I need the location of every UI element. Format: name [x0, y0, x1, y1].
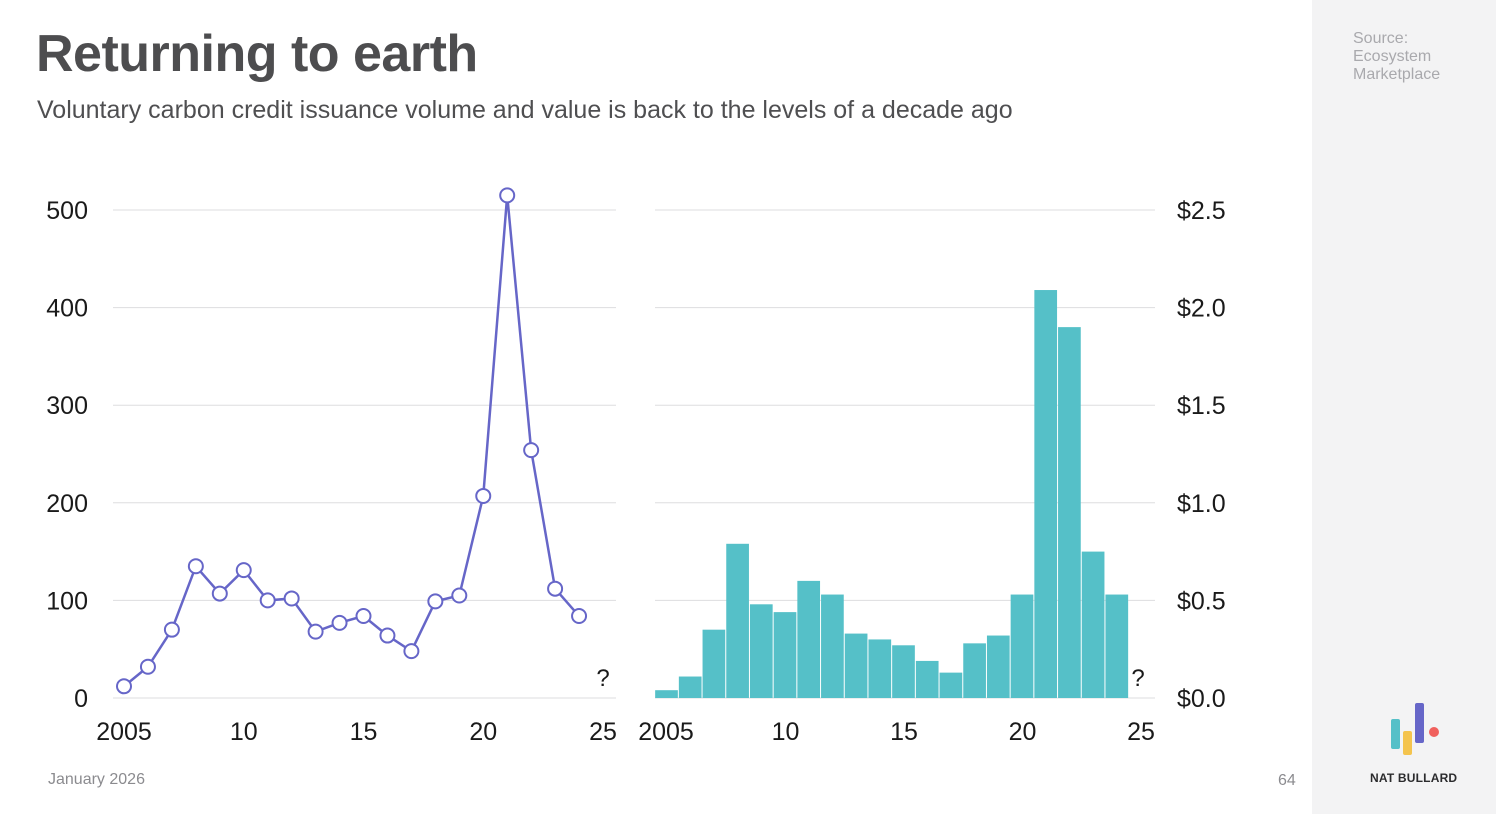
volume-point-2024 — [571, 608, 588, 625]
left-x-tick-label: 15 — [350, 718, 378, 746]
right-unknown-marker: ? — [1131, 665, 1144, 692]
page-subtitle: Voluntary carbon credit issuance volume … — [37, 96, 1013, 124]
left-y-tick-label: 400 — [46, 295, 88, 323]
volume-point-2016 — [379, 627, 396, 644]
left-y-tick-label: 100 — [46, 587, 88, 615]
left-y-tick-label: 500 — [46, 197, 88, 225]
value-bar-2009 — [749, 604, 773, 698]
right-y-tick-label: $1.5 — [1177, 392, 1226, 420]
value-bar-2020 — [1010, 594, 1034, 698]
value-bar-2015 — [892, 645, 915, 698]
volume-point-2014 — [331, 614, 348, 631]
right-y-tick-label: $2.5 — [1177, 197, 1226, 225]
left-y-tick-label: 200 — [46, 490, 88, 518]
value-bar-2011 — [797, 580, 821, 698]
left-unknown-marker: ? — [596, 665, 609, 692]
volume-point-2013 — [307, 623, 324, 640]
right-x-tick-label: 10 — [772, 718, 800, 746]
footer-date: January 2026 — [48, 771, 145, 788]
right-y-tick-label: $2.0 — [1177, 295, 1226, 323]
volume-point-2008 — [187, 558, 204, 575]
right-y-tick-label: $1.0 — [1177, 490, 1226, 518]
volume-point-2010 — [235, 562, 252, 579]
volume-point-2020 — [475, 487, 492, 504]
volume-point-2023 — [547, 580, 564, 597]
value-bar-2012 — [821, 594, 844, 698]
value-bar-2010 — [773, 612, 797, 698]
volume-point-2017 — [403, 643, 420, 660]
right-y-tick-label: $0.0 — [1177, 685, 1226, 713]
value-bar-2013 — [844, 633, 868, 698]
value-bar-2016 — [915, 660, 939, 698]
volume-point-2005 — [116, 678, 132, 695]
value-bar-2022 — [1058, 327, 1081, 698]
value-bar-2007 — [702, 629, 726, 698]
right-x-tick-label: 15 — [890, 718, 918, 746]
value-bar-2019 — [986, 635, 1010, 698]
left-y-tick-label: 300 — [46, 392, 88, 420]
volume-point-2019 — [451, 587, 468, 604]
right-x-tick-label: 25 — [1127, 718, 1155, 746]
right-x-tick-label: 20 — [1009, 718, 1037, 746]
sidebar-panel — [1312, 0, 1496, 814]
value-bar-2023 — [1081, 551, 1105, 698]
value-bar-2014 — [868, 639, 892, 698]
value-bar-2017 — [939, 672, 963, 698]
left-y-tick-label: 0 — [74, 685, 88, 713]
volume-point-2006 — [139, 658, 156, 675]
brand-logo-icon — [1391, 703, 1439, 755]
right-y-tick-label: $0.5 — [1177, 587, 1226, 615]
value-bar-2005 — [655, 690, 678, 698]
left-x-tick-label: 2005 — [96, 718, 152, 746]
value-bar-2006 — [678, 676, 702, 698]
value-bar-2018 — [963, 643, 986, 698]
brand-name: NAT BULLARD — [1370, 771, 1458, 785]
right-x-tick-label: 2005 — [638, 718, 694, 746]
value-bar-2008 — [726, 543, 749, 698]
volume-point-2022 — [523, 442, 540, 459]
value-bar-2021 — [1034, 290, 1058, 698]
page-number: 64 — [1278, 772, 1296, 789]
value-bar-2024 — [1105, 594, 1129, 698]
volume-point-2012 — [283, 590, 300, 607]
source-note: Source: Ecosystem Marketplace — [1353, 30, 1441, 83]
volume-point-2021 — [499, 187, 516, 204]
issuance-volume-chart: 0 100 200 300 400 500 2005 10 15 20 25 ? — [46, 187, 617, 746]
left-x-tick-label: 10 — [230, 718, 258, 746]
left-x-tick-label: 20 — [469, 718, 497, 746]
issuance-value-chart: $0.0 $0.5 $1.0 $1.5 $2.0 $2.5 2005 10 15 20 25 ? — [638, 197, 1225, 746]
volume-point-2018 — [427, 593, 444, 610]
volume-series-line — [123, 195, 580, 688]
page-title: Returning to earth — [36, 25, 478, 83]
volume-point-2009 — [211, 585, 228, 602]
volume-point-2007 — [163, 621, 180, 638]
left-x-tick-label: 25 — [589, 718, 617, 746]
volume-point-2015 — [355, 608, 372, 625]
volume-point-2011 — [259, 592, 276, 609]
